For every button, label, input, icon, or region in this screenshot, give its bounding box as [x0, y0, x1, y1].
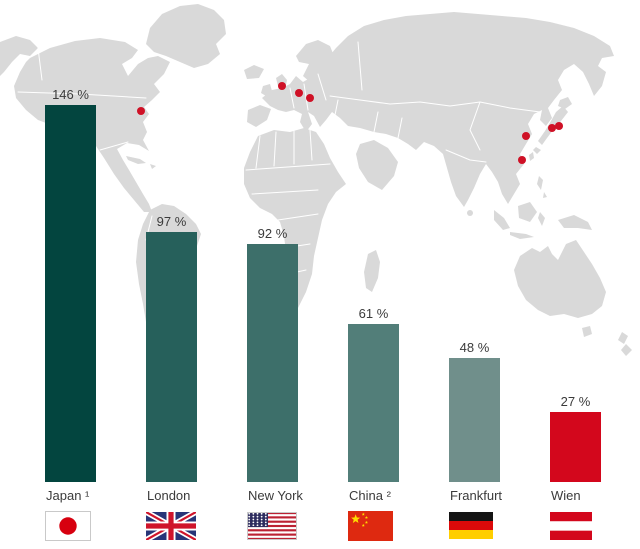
flag-usa-icon — [247, 512, 297, 540]
flag-austria-icon — [550, 512, 592, 540]
landmass-madagascar — [364, 250, 380, 292]
bar-uk — [146, 232, 197, 482]
landmass-new-zealand — [618, 332, 632, 356]
city-marker-frankfurt — [295, 89, 303, 97]
landmass-sulawesi — [538, 212, 545, 226]
landmass-arabia — [356, 140, 398, 190]
landmass-tasmania — [582, 326, 592, 337]
bar-usa — [247, 244, 298, 482]
landmass-eurasia — [262, 12, 614, 207]
flag-germany-icon — [449, 512, 493, 539]
category-label: New York — [248, 488, 303, 503]
category-label: London — [147, 488, 191, 503]
bar-value-label: 27 % — [560, 394, 591, 409]
city-markers — [137, 82, 563, 164]
landmass-africa — [244, 128, 346, 312]
flag-japan-icon — [45, 511, 91, 541]
landmass-hokkaido — [558, 97, 572, 109]
landmass-philippines — [537, 176, 547, 198]
landmass-hispaniola — [150, 164, 156, 169]
bar-japan — [45, 105, 96, 482]
city-marker-osaka — [548, 124, 556, 132]
category-label: Wien — [551, 488, 581, 503]
landmass-java — [510, 232, 534, 239]
landmass-alaska — [0, 36, 38, 76]
flag-china-icon — [348, 511, 393, 541]
world-map — [0, 4, 632, 356]
landmass-borneo — [518, 202, 537, 222]
landmass-iceland — [244, 65, 264, 79]
city-marker-shanghai — [522, 132, 530, 140]
landmass-kyushu — [533, 147, 541, 154]
category-label: Frankfurt — [450, 488, 503, 503]
bar-austria — [550, 412, 601, 482]
bar-value-label: 61 % — [358, 306, 389, 321]
landmass-sumatra — [494, 210, 510, 230]
category-label: Japan ¹ — [46, 488, 90, 503]
landmass-cuba — [126, 156, 146, 164]
landmass-taiwan — [529, 152, 534, 161]
landmass-iberia — [247, 105, 271, 127]
landmass-new-guinea — [558, 215, 592, 230]
flag-uk-icon — [146, 512, 196, 540]
bar-value-label: 146 % — [52, 87, 89, 102]
landmass-australia — [514, 240, 606, 318]
bar-china — [348, 324, 399, 482]
landmass-greenland — [146, 4, 226, 68]
bar-germany — [449, 358, 500, 482]
city-marker-new-york — [137, 107, 145, 115]
city-marker-tokyo — [555, 122, 563, 130]
bar-value-label: 92 % — [257, 226, 288, 241]
category-label: China ² — [349, 488, 391, 503]
landmass-scandinavia — [296, 40, 334, 82]
city-marker-london — [278, 82, 286, 90]
city-marker-vienna — [306, 94, 314, 102]
city-marker-hong-kong — [518, 156, 526, 164]
bar-value-label: 97 % — [156, 214, 187, 229]
landmass-sri-lanka — [467, 210, 473, 216]
bar-value-label: 48 % — [459, 340, 490, 355]
